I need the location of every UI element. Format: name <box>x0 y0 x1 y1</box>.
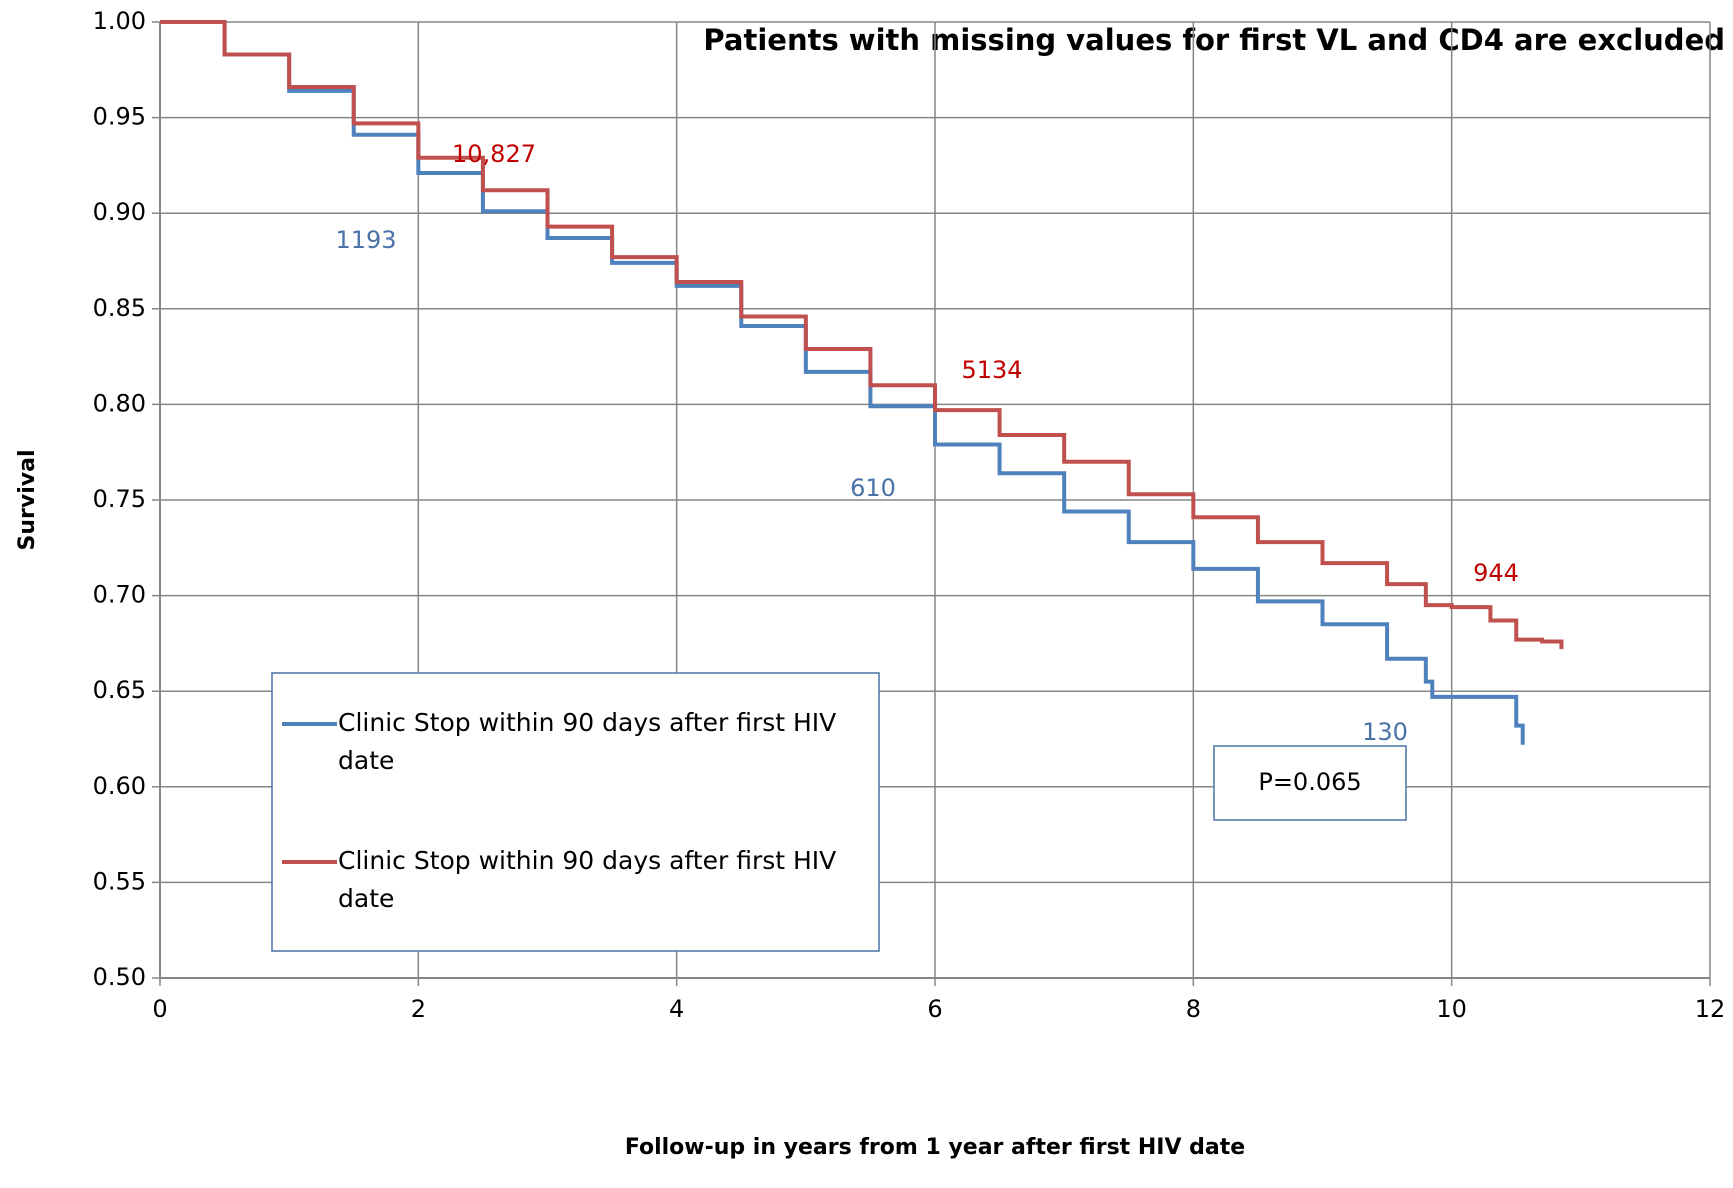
x-tick-label: 8 <box>1186 995 1201 1023</box>
at-risk-label: 944 <box>1473 559 1519 587</box>
y-tick-label: 0.50 <box>93 963 146 991</box>
chart-title: Patients with missing values for first V… <box>703 23 1725 57</box>
y-tick-label: 0.75 <box>93 485 146 513</box>
x-tick-label: 12 <box>1695 995 1726 1023</box>
survival-line <box>160 20 1525 745</box>
y-tick-label: 0.70 <box>93 581 146 609</box>
survival-line <box>160 20 1564 650</box>
x-tick-label: 4 <box>669 995 684 1023</box>
y-tick-label: 0.95 <box>93 103 146 131</box>
legend-label: Clinic Stop within 90 days after first H… <box>338 708 837 775</box>
y-axis-label: Survival <box>15 450 40 551</box>
legend-entry: Clinic Stop within 90 days after first H… <box>338 708 837 775</box>
p-value-box <box>1213 745 1407 821</box>
p-value: P=0.065 <box>1258 768 1361 796</box>
x-tick-label: 10 <box>1436 995 1467 1023</box>
at-risk-label: 5134 <box>961 356 1022 384</box>
at-risk-label: 130 <box>1362 718 1408 746</box>
legend-box <box>271 672 880 952</box>
legend-entry: Clinic Stop within 90 days after first H… <box>338 846 837 913</box>
y-tick-label: 0.85 <box>93 294 146 322</box>
at-risk-label: 610 <box>850 474 896 502</box>
x-tick-label: 6 <box>927 995 942 1023</box>
legend-label: Clinic Stop within 90 days after first H… <box>338 846 837 913</box>
x-tick-label: 0 <box>152 995 167 1023</box>
y-tick-label: 0.60 <box>93 772 146 800</box>
at-risk-label: 1193 <box>335 226 396 254</box>
x-axis-label: Follow-up in years from 1 year after fir… <box>625 1135 1245 1160</box>
y-tick-label: 1.00 <box>93 7 146 35</box>
y-tick-label: 0.65 <box>93 676 146 704</box>
x-tick-label: 2 <box>411 995 426 1023</box>
y-tick-label: 0.90 <box>93 198 146 226</box>
y-tick-label: 0.80 <box>93 389 146 417</box>
at-risk-label: 10,827 <box>452 140 536 168</box>
y-tick-label: 0.55 <box>93 867 146 895</box>
